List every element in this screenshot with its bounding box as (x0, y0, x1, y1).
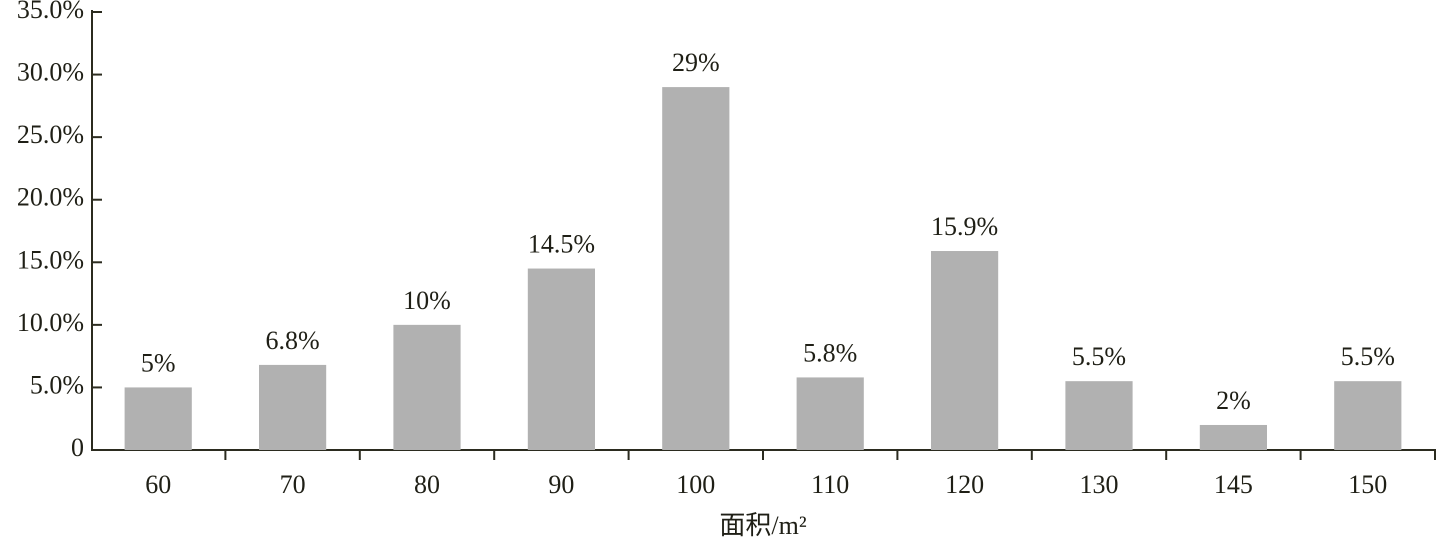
value-label: 29% (672, 48, 720, 77)
y-tick-label: 10.0% (17, 308, 84, 337)
x-tick-label: 70 (280, 470, 306, 499)
value-label: 5.5% (1072, 342, 1126, 371)
y-tick-label: 5.0% (30, 370, 84, 399)
value-label: 15.9% (931, 212, 998, 241)
x-tick-label: 90 (548, 470, 574, 499)
value-label: 2% (1216, 386, 1251, 415)
bar (393, 324, 461, 450)
bar (259, 364, 327, 450)
bar (931, 251, 999, 450)
value-label: 14.5% (528, 230, 595, 259)
x-axis-label: 面积/m² (719, 511, 806, 540)
x-tick-label: 120 (945, 470, 984, 499)
value-label: 5.5% (1341, 342, 1395, 371)
bar (796, 377, 864, 450)
x-tick-label: 100 (676, 470, 715, 499)
x-tick-label: 110 (811, 470, 849, 499)
bar (1199, 424, 1267, 450)
bar (1334, 381, 1402, 450)
y-tick-label: 30.0% (17, 58, 84, 87)
value-label: 6.8% (266, 326, 320, 355)
y-tick-label: 0 (71, 433, 84, 462)
x-tick-label: 145 (1214, 470, 1253, 499)
value-label: 5% (141, 348, 176, 377)
x-tick-label: 80 (414, 470, 440, 499)
y-tick-label: 15.0% (17, 245, 84, 274)
x-tick-label: 130 (1080, 470, 1119, 499)
bar (1065, 381, 1133, 450)
bar (124, 387, 192, 450)
y-tick-label: 25.0% (17, 120, 84, 149)
bar (662, 87, 730, 450)
value-label: 10% (403, 286, 451, 315)
y-tick-label: 35.0% (17, 0, 84, 24)
value-label: 5.8% (803, 338, 857, 367)
x-tick-label: 150 (1348, 470, 1387, 499)
bar (527, 268, 595, 450)
x-tick-label: 60 (145, 470, 171, 499)
y-tick-label: 20.0% (17, 183, 84, 212)
